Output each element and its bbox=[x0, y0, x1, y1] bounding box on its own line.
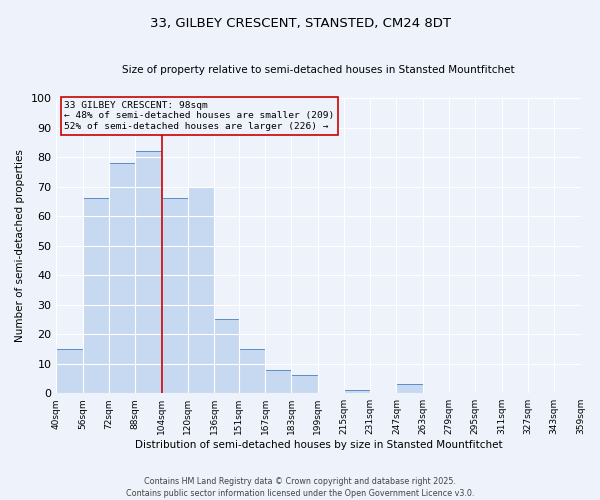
Text: Contains HM Land Registry data © Crown copyright and database right 2025.
Contai: Contains HM Land Registry data © Crown c… bbox=[126, 476, 474, 498]
Bar bbox=[83, 198, 109, 393]
Text: 33, GILBEY CRESCENT, STANSTED, CM24 8DT: 33, GILBEY CRESCENT, STANSTED, CM24 8DT bbox=[149, 18, 451, 30]
Bar bbox=[109, 163, 135, 393]
Bar bbox=[161, 198, 188, 393]
Bar bbox=[581, 390, 600, 393]
Bar bbox=[397, 384, 423, 393]
Bar bbox=[239, 349, 265, 393]
Bar bbox=[188, 186, 214, 393]
Title: Size of property relative to semi-detached houses in Stansted Mountfitchet: Size of property relative to semi-detach… bbox=[122, 65, 515, 75]
Bar bbox=[265, 370, 292, 393]
Bar bbox=[292, 376, 317, 393]
X-axis label: Distribution of semi-detached houses by size in Stansted Mountfitchet: Distribution of semi-detached houses by … bbox=[134, 440, 502, 450]
Bar bbox=[56, 349, 83, 393]
Text: 33 GILBEY CRESCENT: 98sqm
← 48% of semi-detached houses are smaller (209)
52% of: 33 GILBEY CRESCENT: 98sqm ← 48% of semi-… bbox=[64, 101, 335, 131]
Bar bbox=[135, 151, 161, 393]
Bar bbox=[214, 320, 239, 393]
Bar bbox=[344, 390, 370, 393]
Y-axis label: Number of semi-detached properties: Number of semi-detached properties bbox=[15, 149, 25, 342]
